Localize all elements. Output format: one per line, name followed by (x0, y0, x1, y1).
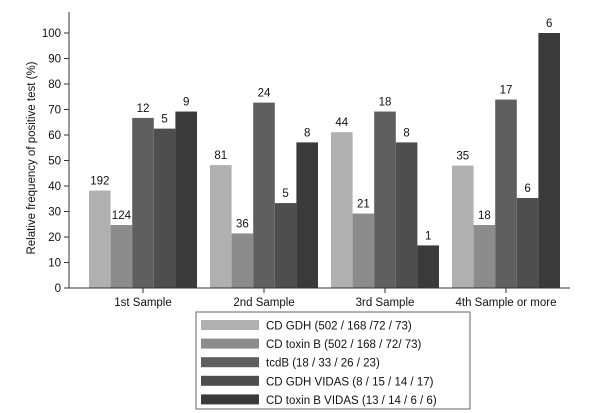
bar (296, 142, 318, 288)
x-tick-label: 2nd Sample (233, 297, 294, 309)
bar (110, 225, 133, 288)
legend-swatch (201, 394, 259, 405)
bar (331, 132, 353, 288)
data-label: 44 (335, 117, 348, 129)
y-tick-label: 60 (48, 130, 61, 142)
data-label: 6 (524, 183, 530, 195)
y-tick-label: 90 (48, 54, 61, 66)
y-axis-title: Relative frequency of positive test (%) (26, 61, 38, 254)
legend-swatch (201, 357, 259, 368)
y-tick-label: 40 (48, 181, 61, 193)
bar (417, 245, 439, 288)
y-tick-label: 10 (48, 258, 61, 270)
x-axis: 1st Sample 2nd Sample 3rd Sample 4th Sample… (69, 287, 570, 309)
data-label: 21 (357, 199, 370, 211)
y-tick-label: 50 (48, 156, 61, 168)
bar (473, 225, 496, 288)
bar (89, 190, 111, 288)
data-label: 18 (478, 210, 491, 222)
bar (231, 233, 254, 288)
data-label: 81 (214, 150, 227, 162)
bar (132, 117, 154, 288)
legend-label: CD GDH VIDAS (8 / 15 / 14 / 17) (266, 376, 434, 388)
bar (516, 197, 539, 288)
data-label: 1 (425, 230, 431, 242)
data-label: 35 (456, 151, 469, 163)
data-label: 8 (304, 127, 310, 139)
bar (253, 102, 275, 289)
bar (538, 33, 560, 288)
data-label: 5 (282, 188, 288, 200)
data-label: 8 (403, 127, 409, 139)
data-label: 9 (183, 97, 189, 109)
data-label: 6 (546, 18, 552, 30)
bar (274, 203, 297, 288)
data-label: 124 (112, 210, 132, 222)
legend-swatch (201, 338, 259, 349)
legend-swatch (201, 320, 259, 330)
bar (395, 142, 418, 288)
y-tick-label: 0 (55, 283, 61, 295)
legend-swatch (201, 375, 259, 386)
bars (89, 33, 560, 289)
bar (495, 99, 517, 289)
y-tick-label: 80 (48, 79, 61, 91)
data-label: 17 (500, 85, 513, 97)
x-tick-label: 3rd Sample (356, 297, 415, 309)
legend-label: CD toxin B VIDAS (13 / 14 / 6 / 6) (266, 395, 437, 407)
x-tick-label: 1st Sample (114, 297, 172, 309)
data-label: 18 (379, 97, 392, 109)
x-tick-label: 4th Sample or more (456, 297, 557, 309)
legend-label: tcdB (18 / 33 / 26 / 23) (266, 358, 380, 370)
legend-label: CD GDH (502 / 168 /72 / 73) (266, 321, 412, 333)
data-label: 24 (258, 88, 271, 100)
data-label: 36 (236, 218, 249, 230)
bar (352, 213, 375, 288)
bar (153, 128, 176, 288)
y-tick-label: 70 (48, 105, 61, 117)
legend-label: CD toxin B (502 / 168 / 72/ 73) (266, 339, 422, 351)
data-label: 5 (161, 114, 167, 126)
bar (452, 165, 474, 288)
y-tick-label: 100 (42, 28, 61, 40)
bar (210, 165, 232, 288)
bar (175, 111, 197, 288)
data-label: 192 (90, 176, 109, 188)
bar (374, 111, 396, 288)
y-axis: 0 10 20 30 40 50 60 70 80 90 100 (42, 12, 70, 295)
legend: CD GDH (502 / 168 /72 / 73) CD toxin B (5… (195, 311, 471, 410)
y-tick-label: 30 (48, 207, 61, 219)
y-tick-label: 20 (48, 232, 61, 244)
data-label: 12 (137, 103, 150, 115)
